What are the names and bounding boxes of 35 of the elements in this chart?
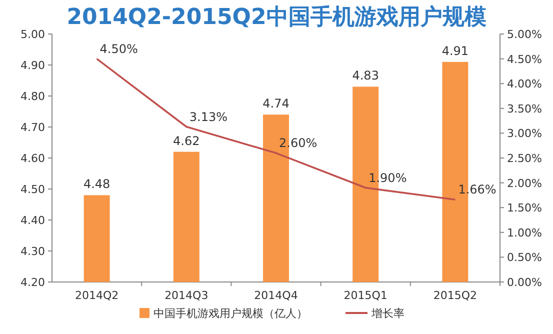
y-tick-label: 4.40 <box>20 214 45 227</box>
data-label: 4.83 <box>352 68 379 83</box>
y-tick-label: 4.80 <box>20 90 45 103</box>
x-tick-label: 2014Q2 <box>74 289 119 302</box>
x-tick-label: 2014Q4 <box>254 289 298 302</box>
y2-tick-label: 4.50% <box>507 52 542 66</box>
y2-tick-label: 1.00% <box>507 226 542 240</box>
data-label: 4.50% <box>100 42 138 56</box>
y-tick-label: 4.50 <box>20 183 45 196</box>
y2-tick-label: 0.50% <box>507 251 542 264</box>
y2-tick-label: 4.00% <box>507 78 542 91</box>
legend-label: 中国手机游戏用户规模（亿人） <box>154 307 308 320</box>
x-tick-label: 2015Q1 <box>344 289 388 302</box>
y2-tick-label: 3.00% <box>507 127 542 140</box>
y2-tick-label: 2.00% <box>507 176 542 190</box>
y2-tick-label: 3.50% <box>507 102 542 116</box>
y-tick-label: 4.60 <box>20 152 45 165</box>
x-tick-label: 2015Q2 <box>433 289 478 302</box>
data-label: 3.13% <box>189 110 228 124</box>
y2-tick-label: 2.50% <box>507 152 542 165</box>
x-tick-label: 2014Q3 <box>164 289 208 302</box>
y-tick-label: 4.90 <box>20 59 45 72</box>
legend-label: 增长率 <box>370 307 404 320</box>
y2-tick-label: 0.00% <box>507 276 542 289</box>
y-tick-label: 4.20 <box>20 276 45 289</box>
data-label: 4.62 <box>173 134 200 148</box>
y-tick-label: 4.70 <box>20 121 45 134</box>
y-tick-label: 4.30 <box>20 245 45 258</box>
data-label: 4.48 <box>83 177 110 192</box>
data-label: 4.74 <box>262 96 290 111</box>
y2-tick-label: 1.50% <box>507 202 542 215</box>
y-tick-label: 5.00 <box>20 28 45 41</box>
y2-tick-label: 5.00% <box>507 28 542 41</box>
chart-title: 2014Q2-2015Q2中国手机游戏用户规模 <box>66 4 486 30</box>
data-label: 4.91 <box>442 44 469 58</box>
